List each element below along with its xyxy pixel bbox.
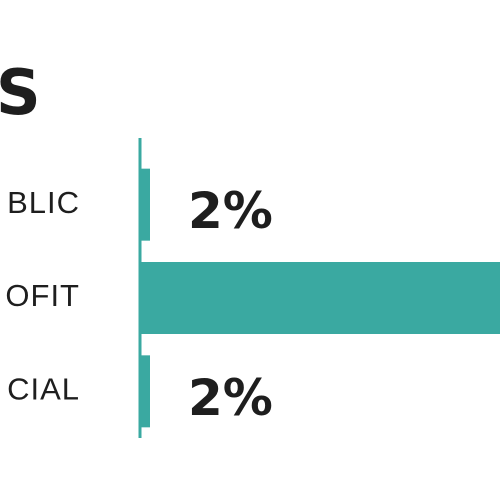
bar bbox=[140, 262, 500, 334]
bar bbox=[140, 355, 150, 428]
bar bbox=[140, 168, 150, 241]
category-label: OFIT bbox=[5, 278, 80, 313]
value-label: 2% bbox=[188, 369, 273, 427]
chart-title: S bbox=[0, 56, 41, 129]
category-label: BLIC bbox=[7, 185, 80, 220]
value-label: 2% bbox=[188, 182, 273, 240]
category-label: CIAL bbox=[7, 372, 80, 407]
